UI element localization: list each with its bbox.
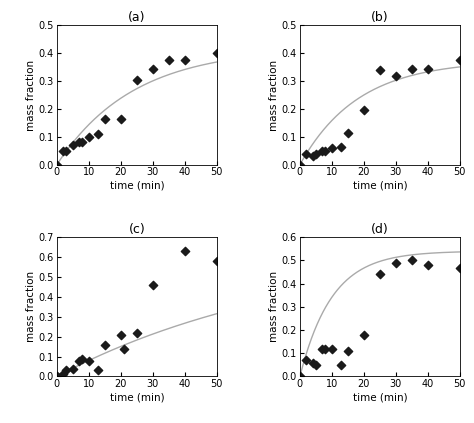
Point <box>392 259 400 266</box>
Point <box>424 262 432 269</box>
Point <box>95 131 102 137</box>
Point <box>133 329 141 336</box>
Point <box>133 76 141 83</box>
Point <box>312 362 319 368</box>
Point <box>328 345 336 352</box>
Point <box>79 355 86 362</box>
Point <box>456 57 464 63</box>
Point <box>302 150 310 157</box>
Point <box>75 357 83 364</box>
Y-axis label: mass fraction: mass fraction <box>26 60 36 131</box>
Point <box>149 282 156 288</box>
Point <box>63 147 70 154</box>
X-axis label: time (min): time (min) <box>353 392 407 402</box>
Y-axis label: mass fraction: mass fraction <box>269 271 279 342</box>
Point <box>95 367 102 374</box>
Point <box>408 65 416 72</box>
Point <box>59 371 67 378</box>
Point <box>322 147 329 154</box>
Point <box>181 57 189 63</box>
Point <box>360 331 368 338</box>
Point <box>337 143 345 150</box>
Point <box>376 66 383 73</box>
Y-axis label: mass fraction: mass fraction <box>269 60 279 131</box>
Point <box>59 147 67 154</box>
X-axis label: time (min): time (min) <box>109 392 164 402</box>
Point <box>319 147 326 154</box>
X-axis label: time (min): time (min) <box>109 180 164 190</box>
Point <box>101 341 109 348</box>
Y-axis label: mass fraction: mass fraction <box>26 271 36 342</box>
Point <box>53 373 61 380</box>
Point <box>165 57 173 63</box>
Point <box>360 107 368 114</box>
Point <box>63 367 70 374</box>
Point <box>312 150 319 157</box>
Point <box>213 258 220 264</box>
Point <box>69 142 77 148</box>
Title: (b): (b) <box>371 11 389 24</box>
Point <box>319 345 326 352</box>
Point <box>392 72 400 79</box>
Point <box>424 65 432 72</box>
Title: (d): (d) <box>371 223 389 236</box>
Point <box>149 65 156 72</box>
Point <box>328 145 336 151</box>
Point <box>456 265 464 272</box>
Point <box>296 373 304 380</box>
Point <box>85 133 92 140</box>
Point <box>101 115 109 122</box>
X-axis label: time (min): time (min) <box>353 180 407 190</box>
Point <box>322 345 329 352</box>
Point <box>408 257 416 264</box>
Point <box>69 365 77 372</box>
Point <box>302 357 310 364</box>
Point <box>117 115 125 122</box>
Title: (a): (a) <box>128 11 146 24</box>
Title: (c): (c) <box>128 223 145 236</box>
Point <box>85 357 92 364</box>
Point <box>117 331 125 338</box>
Point <box>309 153 317 160</box>
Point <box>337 362 345 368</box>
Point <box>344 348 352 354</box>
Point <box>120 345 128 352</box>
Point <box>344 129 352 136</box>
Point <box>181 248 189 255</box>
Point <box>213 50 220 57</box>
Point <box>75 139 83 146</box>
Point <box>309 359 317 366</box>
Point <box>296 161 304 168</box>
Point <box>79 139 86 146</box>
Point <box>376 271 383 277</box>
Point <box>53 161 61 168</box>
